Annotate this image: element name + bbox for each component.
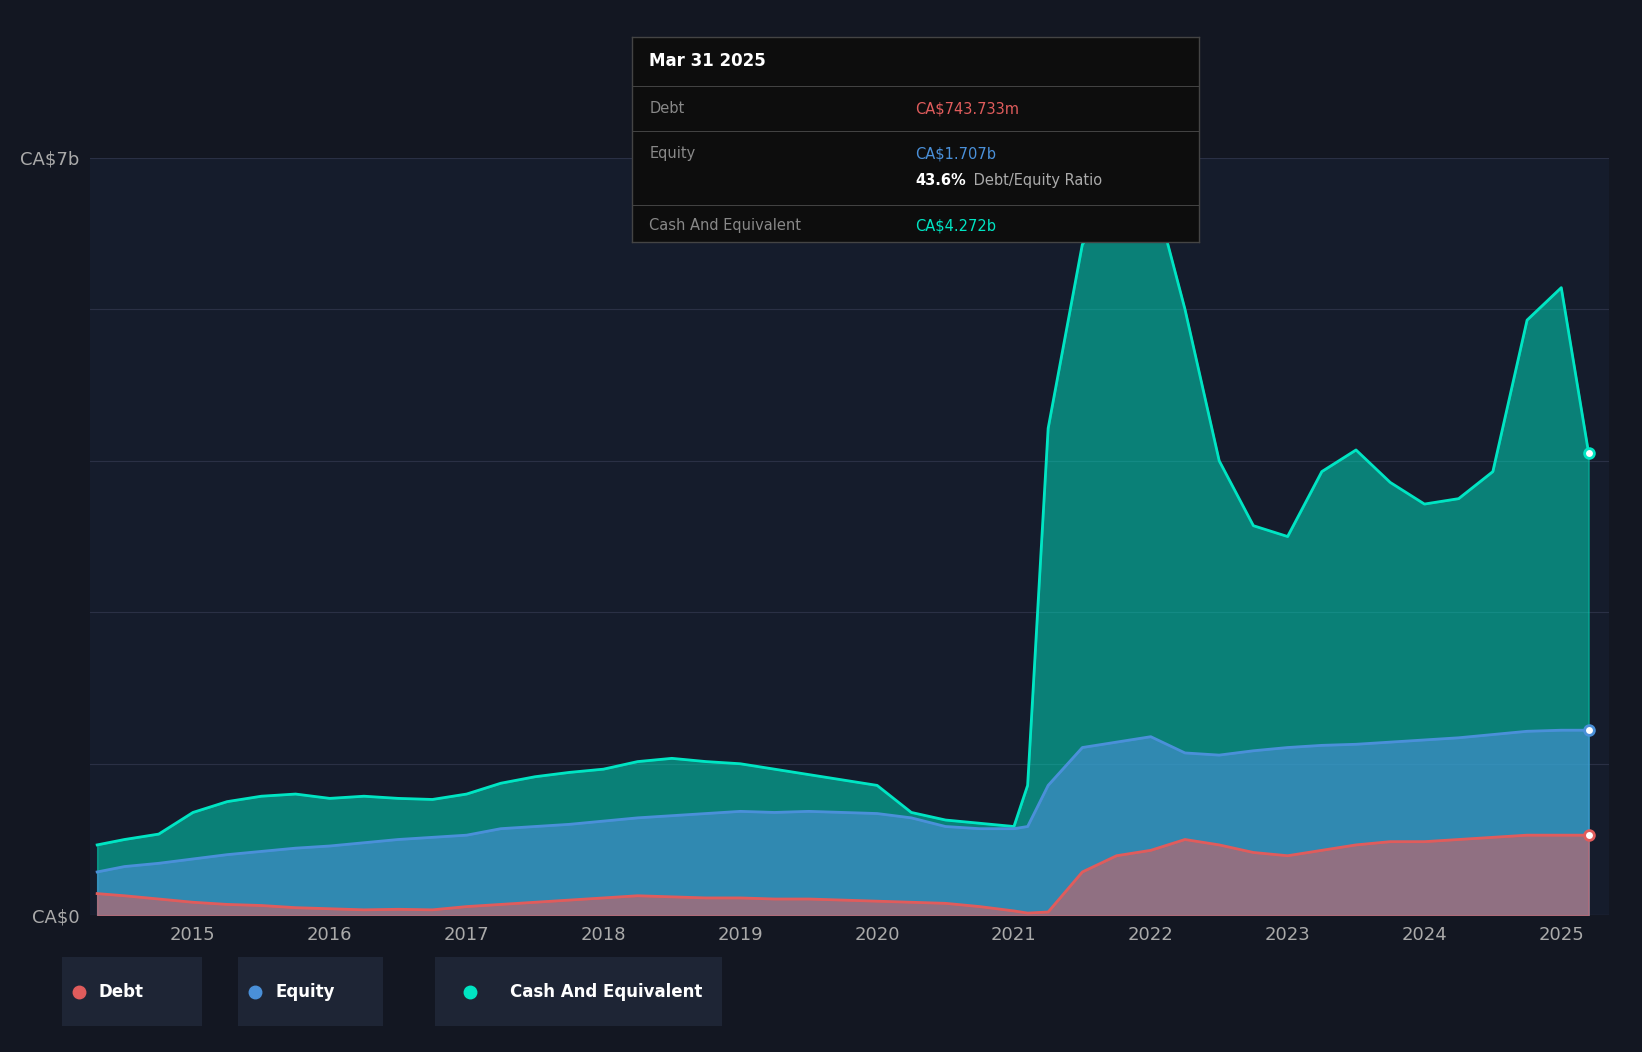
Text: Equity: Equity — [649, 146, 696, 161]
Text: Mar 31 2025: Mar 31 2025 — [649, 53, 765, 70]
Text: Debt: Debt — [99, 983, 144, 1000]
Text: Cash And Equivalent: Cash And Equivalent — [649, 218, 801, 234]
Text: Cash And Equivalent: Cash And Equivalent — [511, 983, 703, 1000]
Text: 43.6%: 43.6% — [916, 173, 965, 188]
Text: CA$1.707b: CA$1.707b — [916, 146, 997, 161]
Text: Debt/Equity Ratio: Debt/Equity Ratio — [969, 173, 1102, 188]
Text: CA$4.272b: CA$4.272b — [916, 218, 997, 234]
Text: Debt: Debt — [649, 101, 685, 116]
Text: Equity: Equity — [276, 983, 335, 1000]
Text: CA$743.733m: CA$743.733m — [916, 101, 1020, 116]
